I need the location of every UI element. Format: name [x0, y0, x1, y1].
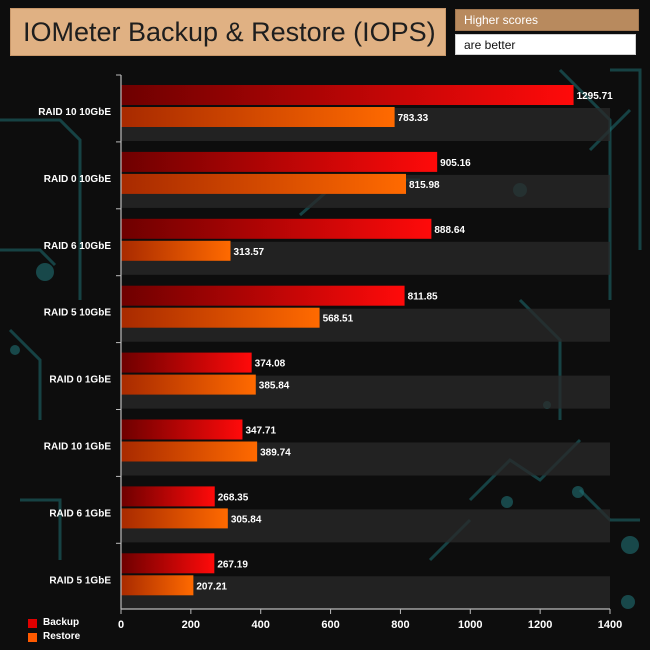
x-tick-label: 1200	[528, 619, 552, 631]
category-label: RAID 0 10GbE	[44, 174, 112, 185]
legend-swatch-backup	[28, 619, 37, 628]
value-label-restore: 568.51	[323, 314, 354, 325]
category-label: RAID 5 1GbE	[49, 575, 111, 586]
bar-backup	[121, 285, 405, 306]
higher-scores-text: Higher scores	[464, 13, 539, 27]
category-label: RAID 6 1GbE	[49, 508, 111, 519]
x-tick-label: 600	[321, 619, 339, 631]
circuit-node	[572, 486, 584, 498]
category-label: RAID 5 10GbE	[44, 308, 112, 319]
bar-restore	[121, 374, 256, 395]
bar-restore	[121, 173, 407, 194]
category-label: RAID 0 1GbE	[49, 375, 111, 386]
x-tick-label: 400	[252, 619, 270, 631]
x-tick-label: 1000	[458, 619, 482, 631]
bar-backup	[121, 352, 252, 373]
legend-swatch-restore	[28, 633, 37, 642]
value-label-backup: 811.85	[408, 292, 438, 303]
circuit-trace	[0, 248, 57, 267]
circuit-node	[10, 345, 20, 355]
bar-restore	[121, 107, 395, 127]
bar-backup	[121, 151, 438, 172]
bar-backup	[121, 553, 215, 574]
bar-restore	[121, 575, 194, 596]
category-label: RAID 6 10GbE	[44, 241, 112, 252]
are-better-note: are better	[455, 34, 636, 55]
chart-title-box: IOMeter Backup & Restore (IOPS)	[10, 8, 446, 56]
bar-backup	[121, 486, 215, 507]
value-label-restore: 313.57	[234, 247, 265, 258]
x-tick-label: 200	[182, 619, 200, 631]
value-label-backup: 888.64	[434, 225, 465, 236]
category-label: RAID 10 1GbE	[44, 442, 112, 453]
bar-restore	[121, 307, 320, 328]
higher-scores-note: Higher scores	[455, 9, 639, 31]
value-label-backup: 1295.71	[577, 91, 614, 102]
circuit-node	[621, 595, 635, 609]
bar-backup	[121, 419, 243, 440]
value-label-restore: 783.33	[398, 113, 429, 124]
value-label-backup: 905.16	[440, 158, 471, 169]
circuit-node	[621, 536, 639, 554]
bar-backup	[121, 85, 574, 105]
bar-restore	[121, 240, 231, 261]
value-label-restore: 305.84	[231, 514, 262, 525]
value-label-restore: 815.98	[409, 180, 440, 191]
bar-restore	[121, 508, 228, 529]
x-tick-label: 1400	[598, 619, 622, 631]
circuit-trace	[610, 68, 642, 250]
value-label-restore: 207.21	[196, 581, 227, 592]
are-better-text: are better	[464, 38, 516, 52]
value-label-backup: 374.08	[255, 359, 286, 370]
row-band	[121, 576, 610, 610]
chart-title: IOMeter Backup & Restore (IOPS)	[23, 17, 436, 47]
category-label: RAID 10 10GbE	[38, 107, 111, 118]
circuit-trace	[8, 328, 42, 420]
legend-label-backup: Backup	[43, 617, 80, 628]
bar-backup	[121, 218, 432, 239]
bar-restore	[121, 441, 258, 462]
circuit-node	[501, 496, 513, 508]
value-label-restore: 385.84	[259, 381, 290, 392]
legend-label-restore: Restore	[43, 631, 81, 642]
value-label-backup: 268.35	[218, 492, 249, 503]
circuit-node	[36, 263, 54, 281]
value-label-backup: 347.71	[245, 426, 276, 437]
value-label-backup: 267.19	[217, 559, 248, 570]
value-label-restore: 389.74	[260, 448, 291, 459]
x-tick-label: 800	[391, 619, 409, 631]
x-tick-label: 0	[118, 619, 124, 631]
chart-axes: RAID 10 10GbE RAID 0 10GbE RAID 6 10GbE RAI…	[38, 74, 622, 631]
circuit-trace	[20, 498, 62, 560]
circuit-trace	[0, 118, 82, 300]
